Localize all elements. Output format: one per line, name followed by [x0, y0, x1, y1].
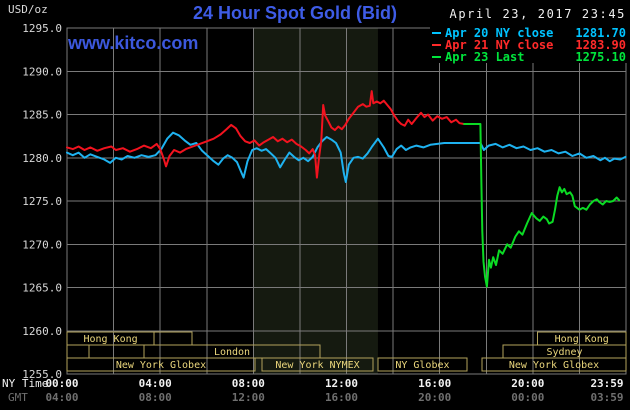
session-label: Hong Kong: [83, 334, 137, 345]
y-axis-tick-label: 1285.0: [22, 109, 62, 122]
gmt-tick-label: 04:00: [45, 391, 78, 404]
legend-label: Apr 23 Last: [445, 50, 525, 64]
session-label: New York Globex: [509, 360, 599, 371]
series-line-1: [66, 90, 466, 179]
session-box-europe-row: [66, 344, 90, 359]
y-axis-tick-label: 1270.0: [22, 238, 62, 251]
series-line-0: [66, 131, 627, 183]
legend-marker-icon: [432, 44, 441, 46]
gmt-tick-label: 16:00: [325, 391, 358, 404]
session-label: New York Globex: [116, 360, 206, 371]
legend-value: 1281.70: [575, 26, 626, 40]
chart-title: 24 Hour Spot Gold (Bid): [193, 3, 397, 23]
chart-timestamp: April 23, 2017 23:45: [449, 7, 626, 21]
session-label: New York NYMEX: [275, 360, 359, 371]
x-axis-row1-label: NY Time: [2, 377, 48, 390]
legend-label: Apr 21 NY close: [445, 38, 554, 52]
y-axis-tick-label: 1260.0: [22, 325, 62, 338]
y-axis-tick-label: 1280.0: [22, 152, 62, 165]
x-axis-row2-label: GMT: [8, 391, 28, 404]
plot-border: [66, 27, 627, 375]
session-box-new-york-globex: [481, 357, 627, 372]
y-axis-tick-label: 1275.0: [22, 195, 62, 208]
legend-value: 1283.90: [575, 38, 626, 52]
legend-label: Apr 20 NY close: [445, 26, 554, 40]
y-axis-tick-label: 1295.0: [22, 22, 62, 35]
y-axis-tick-label: 1290.0: [22, 65, 62, 78]
gmt-tick-label: 08:00: [139, 391, 172, 404]
legend-item-0: Apr 20 NY close 1281.70: [430, 26, 628, 40]
gmt-tick-label: 20:00: [418, 391, 451, 404]
ny-time-tick-label: 23:59: [590, 377, 623, 390]
y-axis-tick-label: 1255.0: [22, 368, 62, 381]
ny-time-tick-label: 04:00: [139, 377, 172, 390]
session-label: London: [214, 347, 250, 358]
kitco-watermark: www.kitco.com: [68, 33, 199, 53]
legend-item-2: Apr 23 Last 1275.10: [430, 50, 628, 64]
legend-value: 1275.10: [575, 50, 626, 64]
ny-time-tick-label: 16:00: [418, 377, 451, 390]
ny-time-tick-label: 20:00: [511, 377, 544, 390]
gmt-tick-label: 00:00: [511, 391, 544, 404]
y-axis-tick-label: 1265.0: [22, 282, 62, 295]
session-box-ny-globex: [377, 357, 468, 372]
gmt-tick-label: 12:00: [232, 391, 265, 404]
ny-time-tick-label: 12:00: [325, 377, 358, 390]
session-box-europe-row: [88, 344, 145, 359]
ny-time-tick-label: 08:00: [232, 377, 265, 390]
session-label: NY Globex: [395, 360, 449, 371]
legend-marker-icon: [432, 32, 441, 34]
session-box-new-york-nymex: [261, 357, 374, 372]
y-axis-unit-label: USD/oz: [8, 3, 48, 16]
session-box-new-york-globex: [66, 357, 256, 372]
legend-item-1: Apr 21 NY close 1283.90: [430, 38, 628, 52]
session-label: Sydney: [546, 347, 582, 358]
legend: Apr 20 NY close 1281.70 Apr 21 NY close 128…: [430, 26, 628, 64]
gmt-tick-label: 03:59: [590, 391, 623, 404]
legend-marker-icon: [432, 56, 441, 58]
session-label: Hong Kong: [555, 334, 609, 345]
ny-time-tick-label: 00:00: [45, 377, 78, 390]
series-line-2: [463, 123, 620, 288]
